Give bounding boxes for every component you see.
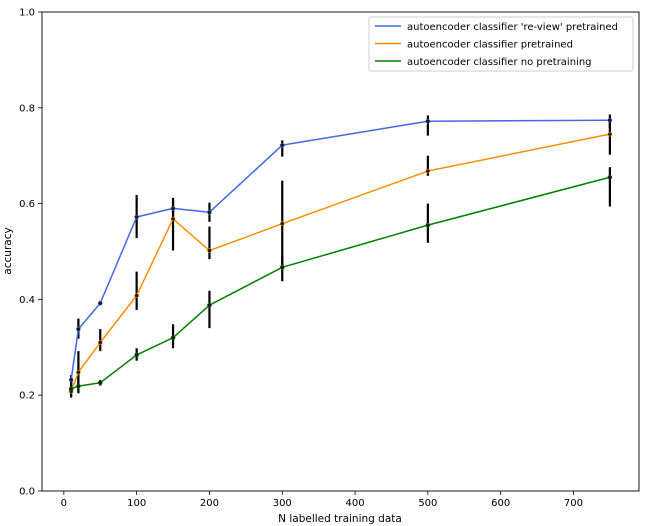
legend: autoencoder classifier 're-view' pretrai… bbox=[368, 16, 634, 72]
data-point-0 bbox=[97, 300, 103, 306]
x-tick-label: 700 bbox=[564, 498, 583, 509]
axis-ticks: 0 100 200 300 400 500 600 700 0.0 0.2 0.4 0.6 0.8 1.0 bbox=[19, 8, 583, 510]
data-point-2 bbox=[97, 380, 103, 386]
y-tick-label: 1.0 bbox=[19, 8, 35, 19]
data-point-2 bbox=[607, 174, 613, 180]
data-point-1 bbox=[279, 221, 285, 227]
y-axis-label: accuracy bbox=[2, 227, 14, 274]
data-points bbox=[68, 117, 613, 394]
data-point-0 bbox=[207, 209, 212, 215]
series-lines bbox=[70, 119, 611, 392]
legend-label-re-view: autoencoder classifier 're-view' pretrai… bbox=[407, 22, 618, 33]
data-point-2 bbox=[134, 352, 139, 358]
data-point-1 bbox=[134, 293, 139, 298]
x-tick-label: 500 bbox=[418, 498, 437, 509]
data-point-0 bbox=[170, 206, 176, 211]
data-point-2 bbox=[207, 302, 212, 308]
data-point-0 bbox=[68, 377, 74, 383]
x-axis-label: N labelled training data bbox=[278, 513, 402, 525]
legend-label-pretrained: autoencoder classifier pretrained bbox=[407, 40, 573, 51]
y-tick-label: 0.6 bbox=[19, 199, 35, 210]
error-bars bbox=[70, 114, 611, 398]
legend-label-no-pretraining: autoencoder classifier no pretraining bbox=[407, 57, 592, 68]
x-tick-label: 300 bbox=[273, 498, 292, 509]
data-point-1 bbox=[170, 216, 176, 222]
data-point-2 bbox=[68, 386, 74, 392]
data-point-1 bbox=[425, 168, 431, 174]
data-point-2 bbox=[76, 383, 81, 389]
y-tick-label: 0.2 bbox=[19, 391, 35, 402]
data-point-1 bbox=[207, 248, 212, 253]
data-point-1 bbox=[97, 340, 103, 345]
x-tick-label: 400 bbox=[346, 498, 365, 509]
data-point-1 bbox=[607, 131, 613, 137]
y-tick-label: 0.4 bbox=[19, 295, 35, 306]
x-tick-label: 0 bbox=[61, 498, 67, 509]
data-point-2 bbox=[170, 335, 176, 341]
x-tick-label: 100 bbox=[127, 498, 146, 509]
data-point-0 bbox=[607, 117, 613, 123]
x-tick-label: 200 bbox=[200, 498, 219, 509]
data-point-0 bbox=[134, 214, 139, 220]
plot-frame bbox=[41, 11, 640, 492]
x-tick-label: 600 bbox=[491, 498, 510, 509]
data-point-2 bbox=[425, 222, 431, 228]
legend-box bbox=[368, 16, 634, 72]
data-point-0 bbox=[279, 142, 285, 148]
y-tick-label: 0.8 bbox=[19, 103, 35, 114]
data-point-2 bbox=[279, 265, 285, 270]
data-point-1 bbox=[76, 369, 81, 375]
series-line-2 bbox=[70, 176, 611, 390]
data-point-0 bbox=[425, 118, 431, 124]
series-line-1 bbox=[70, 133, 611, 392]
data-point-0 bbox=[76, 326, 81, 332]
y-tick-label: 0.0 bbox=[19, 487, 35, 498]
